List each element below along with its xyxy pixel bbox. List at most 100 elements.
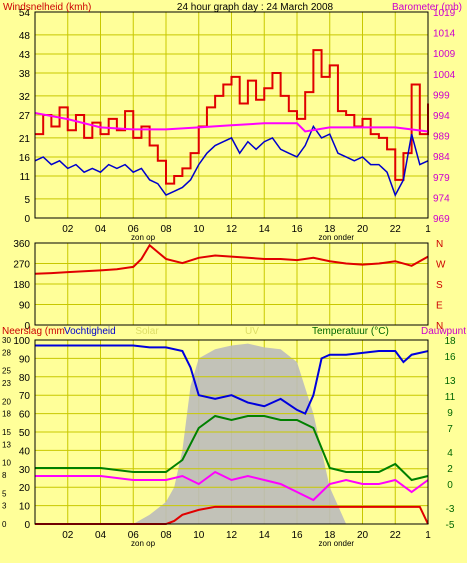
x-tick-label: 04 — [95, 530, 107, 541]
x-tick-label: 02 — [62, 224, 74, 235]
baro-y-tick-label: 994 — [433, 111, 450, 122]
baro-y-tick-label: 989 — [433, 132, 450, 143]
humidity-y-tick-label: 80 — [19, 373, 31, 384]
x-tick-label: 12 — [226, 224, 238, 235]
humidity-y-tick-label: 0 — [24, 520, 30, 531]
rain-y-tick-label: 25 — [2, 367, 11, 376]
panel-frame-wind — [34, 11, 429, 219]
temp-y-tick-label: 16 — [444, 352, 456, 363]
x-tick-label: 16 — [291, 224, 303, 235]
baro-y-tick-label: 1019 — [433, 8, 456, 19]
x-tick-label: 06 — [128, 224, 140, 235]
x-tick-label: 22 — [390, 224, 402, 235]
wind-y-tick-label: 38 — [19, 69, 31, 80]
temp-y-tick-label: 11 — [445, 392, 456, 403]
humidity-y-tick-label: 100 — [13, 336, 30, 347]
dir-y-tick-label: 270 — [13, 260, 30, 271]
baro-y-tick-label: 979 — [433, 173, 450, 184]
humidity-y-tick-label: 10 — [19, 502, 31, 513]
wind-y-tick-label: 43 — [19, 50, 31, 61]
temp-axis-title: Temperatuur (°C) — [312, 326, 389, 337]
dir-compass-label: N — [436, 321, 443, 332]
dir-compass-label: W — [436, 260, 446, 271]
baro-y-tick-label: 999 — [433, 90, 450, 101]
humidity-y-tick-label: 50 — [19, 428, 31, 439]
solar-axis-title: Solar — [135, 326, 159, 337]
rain-y-tick-label: 18 — [2, 410, 11, 419]
dir-y-tick-label: 90 — [19, 301, 31, 312]
wind-y-tick-label: 27 — [19, 111, 31, 122]
rain-y-tick-label: 13 — [2, 440, 11, 449]
x-tick-label: 02 — [62, 530, 74, 541]
uv-axis-title: UV — [245, 326, 259, 337]
x-tick-label: 16 — [291, 530, 303, 541]
x-tick-label: 10 — [193, 530, 205, 541]
x-tick-label: 08 — [160, 530, 172, 541]
rain-y-tick-label: 23 — [2, 379, 11, 388]
series-line-barometer — [34, 111, 429, 133]
rain-y-tick-label: 3 — [2, 502, 7, 511]
x-tick-label-end: 1 — [425, 224, 431, 235]
wind-y-tick-label: 32 — [19, 92, 31, 103]
x-tick-label: 04 — [95, 224, 107, 235]
baro-y-tick-label: 1014 — [433, 29, 456, 40]
series-line-wind-avg — [34, 124, 429, 197]
baro-y-tick-label: 974 — [433, 193, 450, 204]
x-tick-label: 22 — [390, 530, 402, 541]
temp-y-tick-label: -3 — [446, 504, 455, 515]
rain-y-tick-label: 10 — [2, 459, 11, 468]
dir-y-tick-label: 180 — [13, 280, 30, 291]
humidity-y-tick-label: 30 — [19, 465, 31, 476]
wind-y-tick-label: 16 — [19, 153, 31, 164]
baro-y-tick-label: 1009 — [433, 49, 456, 60]
humidity-y-tick-label: 90 — [19, 354, 31, 365]
rain-axis-title: Neerslag (mm — [2, 326, 65, 337]
dir-compass-label: N — [436, 239, 443, 250]
humidity-axis-title: Vochtigheid — [64, 326, 116, 337]
wind-y-tick-label: 21 — [19, 134, 31, 145]
humidity-y-tick-label: 70 — [19, 391, 31, 402]
series-line-dewpoint — [35, 470, 429, 502]
series-line-wind-gust — [35, 49, 429, 185]
x-tick-label: 08 — [160, 224, 172, 235]
dir-y-tick-label: 360 — [13, 239, 30, 250]
x-tick-label-end: 1 — [425, 530, 431, 541]
rain-y-tick-label: 0 — [2, 520, 7, 529]
rain-y-tick-label: 15 — [2, 428, 11, 437]
rain-y-tick-label: 8 — [2, 471, 7, 480]
dir-compass-label: S — [436, 280, 443, 291]
sunrise-label: zon op — [131, 539, 156, 548]
x-tick-label: 20 — [357, 530, 369, 541]
temp-y-tick-label: 9 — [447, 408, 453, 419]
humidity-y-tick-label: 20 — [19, 483, 31, 494]
wind-y-tick-label: 11 — [20, 172, 31, 183]
temp-y-tick-label: 4 — [447, 448, 453, 459]
baro-y-tick-label: 969 — [433, 214, 450, 225]
temp-y-tick-label: 7 — [447, 424, 453, 435]
temp-y-tick-label: 18 — [444, 336, 456, 347]
temp-y-tick-label: 0 — [447, 480, 453, 491]
series-line-wind-direction — [34, 243, 429, 275]
x-tick-label: 06 — [128, 530, 140, 541]
x-tick-label: 14 — [259, 530, 271, 541]
wind-y-tick-label: 0 — [24, 214, 30, 225]
x-tick-label: 14 — [259, 224, 271, 235]
wind-axis-title: Windsnelheid (kmh) — [3, 2, 91, 13]
temp-y-tick-label: 2 — [447, 464, 453, 475]
rain-y-tick-label: 28 — [2, 348, 11, 357]
rain-y-tick-label: 20 — [2, 397, 11, 406]
baro-y-tick-label: 984 — [433, 152, 450, 163]
x-tick-label: 18 — [324, 224, 336, 235]
panel-frame-humidity — [34, 339, 429, 525]
series-line-temperature — [35, 414, 429, 482]
humidity-y-tick-label: 60 — [19, 410, 31, 421]
sunrise-label: zon op — [131, 233, 156, 242]
series-area-solar — [35, 343, 428, 524]
temp-y-tick-label: -5 — [446, 520, 455, 531]
wind-y-tick-label: 48 — [19, 31, 31, 42]
dir-y-tick-label: 0 — [24, 321, 30, 332]
baro-y-tick-label: 1004 — [433, 70, 456, 81]
wind-y-tick-label: 54 — [19, 8, 31, 19]
